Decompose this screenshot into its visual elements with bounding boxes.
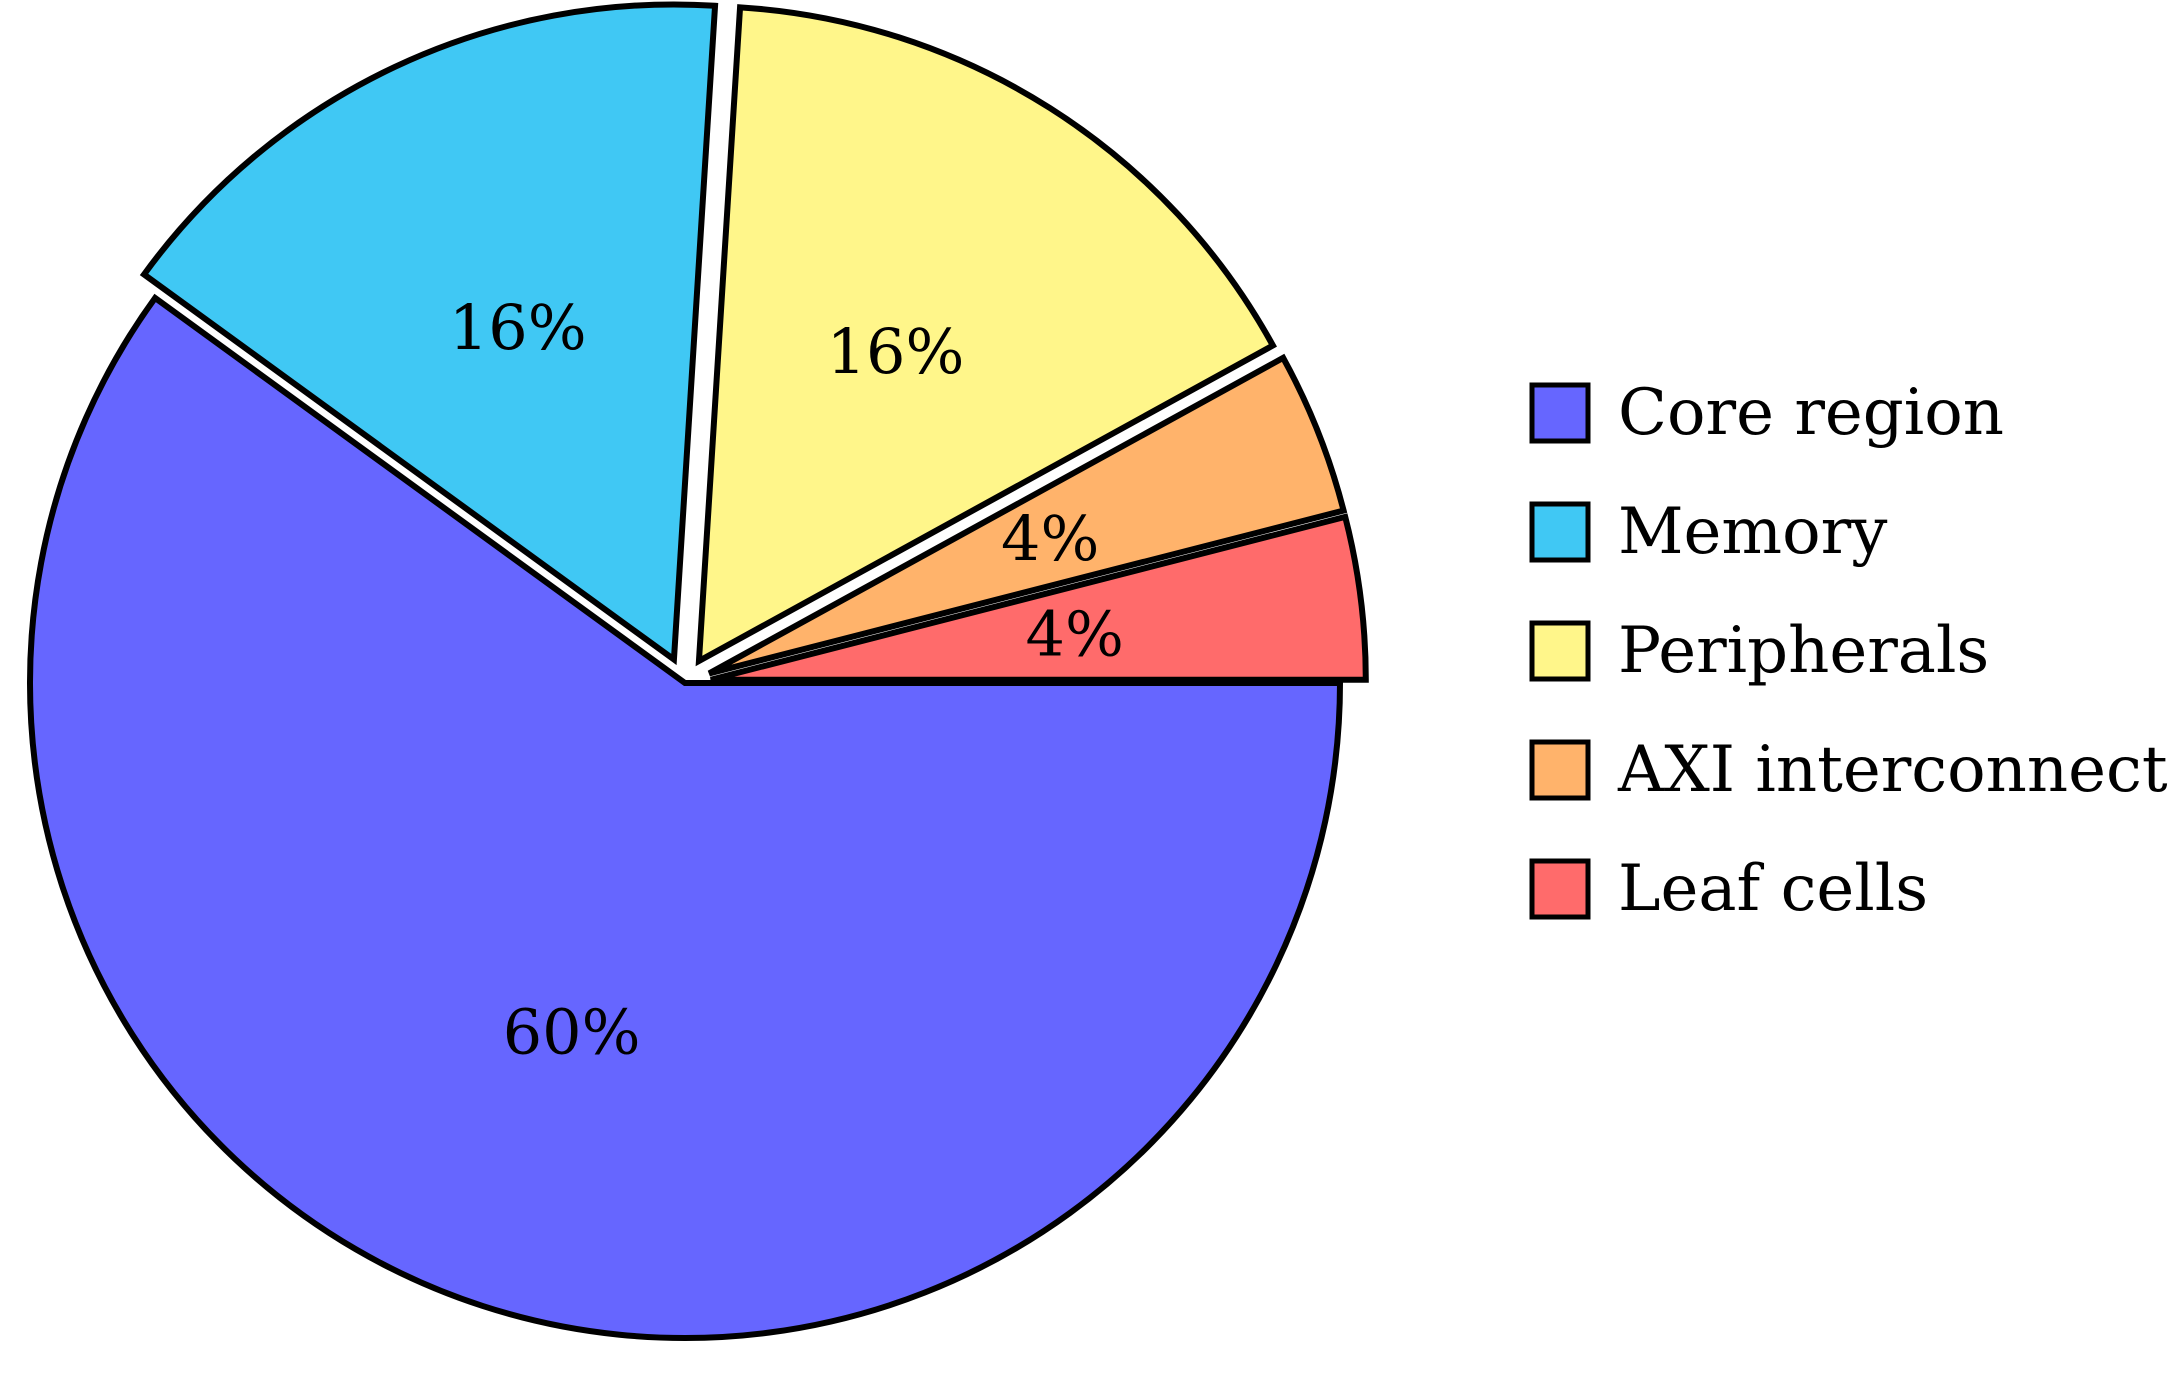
- pie-slice-leaf-cells: [710, 513, 1369, 683]
- pie-slice-label-axi-interconnects: 4%: [1001, 502, 1099, 575]
- legend-swatch-core-region: [1529, 382, 1591, 444]
- legend: Core region Memory Peripherals AXI intercon…: [1529, 376, 2170, 926]
- legend-swatch-leaf-cells: [1529, 858, 1591, 920]
- pie-slice-labels: 60% 16% 16% 4% 4%: [449, 291, 1124, 1068]
- legend-label-axi-interconnects: AXI interconnects: [1617, 733, 2170, 807]
- pie-slice-label-core-region: 60%: [503, 995, 641, 1068]
- legend-label-peripherals: Peripherals: [1618, 614, 1989, 688]
- pie-slices: [27, 1, 1369, 1341]
- legend-label-core-region: Core region: [1618, 376, 2004, 450]
- legend-label-memory: Memory: [1618, 495, 1887, 569]
- legend-label-leaf-cells: Leaf cells: [1618, 852, 1928, 926]
- pie-slice-peripherals: [695, 4, 1277, 667]
- pie-slice-label-leaf-cells: 4%: [1026, 597, 1124, 670]
- pie-slice-label-peripherals: 16%: [827, 315, 965, 388]
- pie-slice-memory: [139, 1, 719, 666]
- pie-slice-axi-interconnects: [707, 353, 1348, 677]
- pie-slice-core-region: [27, 293, 1344, 1341]
- legend-swatch-axi-interconnects: [1529, 739, 1591, 801]
- legend-swatch-peripherals: [1529, 620, 1591, 682]
- legend-swatch-memory: [1529, 501, 1591, 563]
- pie-slice-label-memory: 16%: [449, 291, 587, 364]
